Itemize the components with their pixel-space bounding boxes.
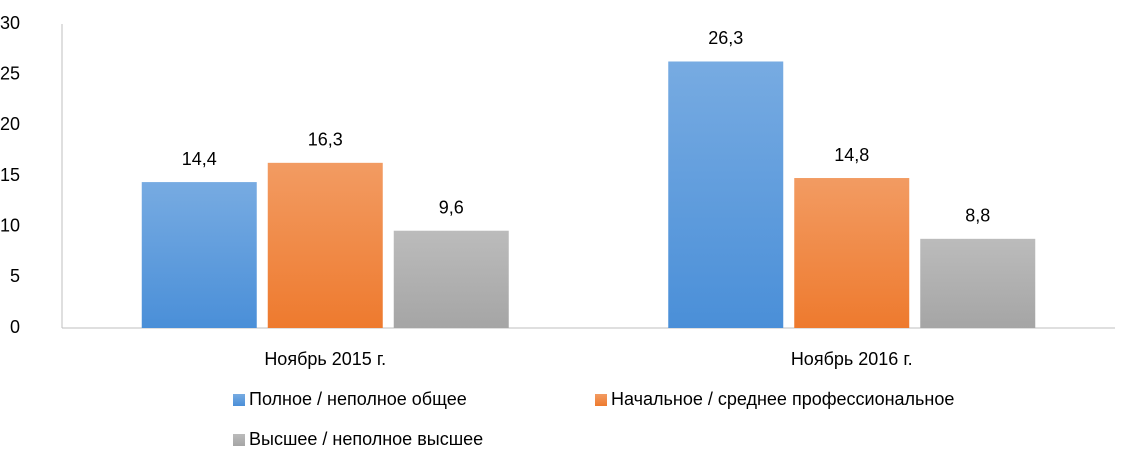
legend-label: Высшее / неполное высшее — [249, 429, 483, 449]
legend-swatch — [595, 394, 607, 406]
y-tick-label: 10 — [0, 215, 20, 235]
legend-swatch — [233, 434, 245, 446]
bar — [141, 182, 257, 328]
bar — [794, 178, 910, 328]
y-tick-label: 15 — [0, 165, 20, 185]
legend-label: Начальное / среднее профессиональное — [611, 389, 954, 409]
bar — [267, 162, 383, 328]
y-tick-label: 0 — [10, 317, 20, 337]
legend-label: Полное / неполное общее — [249, 389, 467, 409]
data-label: 16,3 — [308, 130, 343, 150]
x-tick-label: Ноябрь 2015 г. — [264, 349, 386, 369]
data-label: 9,6 — [439, 197, 464, 217]
x-tick-label: Ноябрь 2016 г. — [791, 349, 913, 369]
y-tick-label: 25 — [0, 63, 20, 83]
bar — [668, 61, 784, 328]
bar — [920, 238, 1036, 328]
y-tick-label: 20 — [0, 114, 20, 134]
data-label: 8,8 — [965, 206, 990, 226]
data-label: 14,4 — [182, 149, 217, 169]
y-tick-label: 5 — [10, 266, 20, 286]
data-label: 26,3 — [708, 28, 743, 48]
data-label: 14,8 — [834, 145, 869, 165]
y-tick-label: 30 — [0, 13, 20, 33]
legend-swatch — [233, 394, 245, 406]
bar — [393, 230, 509, 328]
